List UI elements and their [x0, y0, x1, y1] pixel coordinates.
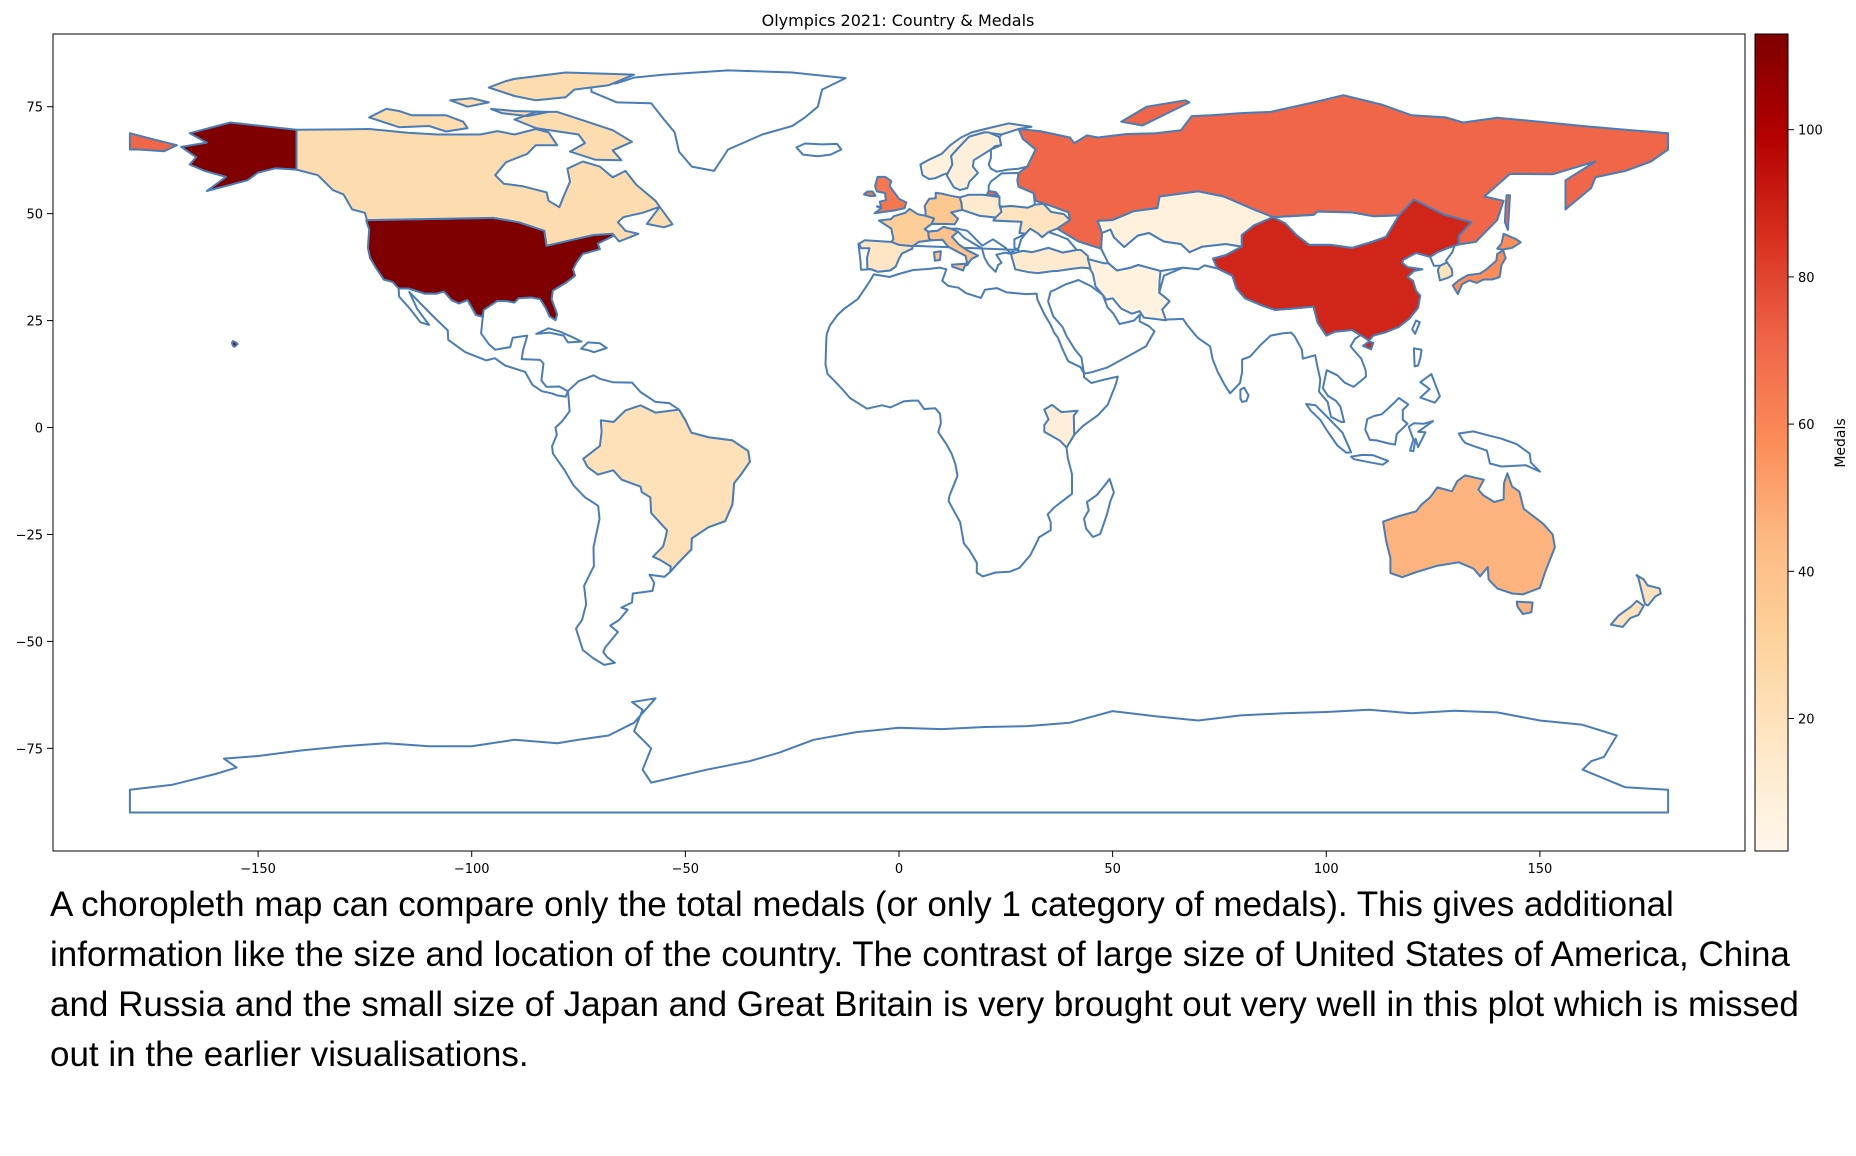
landmass-outline: [1412, 347, 1423, 368]
country-china: [1212, 198, 1473, 351]
country-south-korea: [1436, 261, 1454, 282]
x-tick-label: 100: [1314, 862, 1339, 877]
country-sweden: [945, 131, 1003, 192]
map-title: Olympics 2021: Country & Medals: [762, 11, 1035, 30]
colorbar-tick-label: 60: [1798, 418, 1815, 433]
colorbar-tick-label: 20: [1798, 713, 1815, 728]
landmass-outline: [1407, 420, 1435, 453]
x-tick-label: 150: [1527, 862, 1552, 877]
landmass-outline: [580, 341, 608, 354]
landmass-outline: [1364, 397, 1410, 446]
y-tick-label: 75: [26, 101, 43, 116]
country-layer: [128, 69, 1670, 814]
y-tick-label: −75: [16, 742, 43, 757]
y-tick-label: −50: [16, 635, 43, 650]
country-united-kingdom: [863, 175, 908, 215]
y-tick-label: 0: [35, 422, 43, 437]
country-poland: [958, 193, 1003, 219]
x-tick-label: −150: [240, 862, 276, 877]
country-canada: [295, 71, 674, 247]
country-new-zealand: [1609, 574, 1662, 628]
country-spain: [858, 239, 914, 273]
country-kazakhstan: [1096, 190, 1274, 254]
country-iran: [1086, 258, 1171, 322]
landmass-outline: [1419, 373, 1441, 404]
country-australia: [1382, 472, 1556, 615]
x-tick-label: −100: [454, 862, 490, 877]
y-tick-label: 25: [26, 315, 43, 330]
landmass-outline: [1047, 279, 1156, 375]
country-kenya: [1043, 403, 1079, 449]
landmass-outline: [535, 327, 583, 344]
x-tick-label: 50: [1104, 862, 1121, 877]
colorbar-ramp: [1754, 33, 1789, 852]
landmass-outline: [590, 69, 847, 172]
country-russia: [128, 94, 1670, 250]
plot-area: −150 −100 −50 0 50 100 150 75 50 25 0 −25 −50 −75: [16, 33, 1746, 877]
colorbar: 20 40 60 80 100 Medals: [1754, 33, 1849, 852]
country-brazil: [582, 404, 751, 574]
caption-text: A choropleth map can compare only the to…: [50, 885, 1799, 1074]
country-turkey: [1009, 246, 1092, 275]
landmass-outline: [795, 142, 843, 158]
landmass-outline: [1411, 319, 1421, 335]
colorbar-ticks: 20 40 60 80 100: [1788, 124, 1823, 728]
colorbar-tick-label: 40: [1798, 565, 1815, 580]
colorbar-tick-label: 100: [1798, 124, 1823, 139]
landmass-outline: [128, 697, 1670, 814]
landmass-outline: [1305, 403, 1353, 454]
country-ukraine: [992, 202, 1071, 239]
choropleth-figure: Olympics 2021: Country & Medals −150 −100…: [16, 11, 1849, 877]
landmass-outline: [1083, 477, 1115, 538]
landmass-outline: [1239, 386, 1250, 403]
country-japan: [1451, 232, 1522, 296]
landmass-outline: [1350, 453, 1390, 466]
y-tick-label: −25: [16, 528, 43, 543]
colorbar-tick-label: 80: [1798, 271, 1815, 286]
x-tick-label: 0: [895, 862, 903, 877]
country-italy: [927, 225, 979, 272]
y-tick-label: 50: [26, 208, 43, 223]
x-axis: −150 −100 −50 0 50 100 150: [240, 851, 1552, 877]
landmass-outline: [1457, 430, 1541, 473]
colorbar-label: Medals: [1833, 418, 1849, 467]
x-tick-label: −50: [672, 862, 699, 877]
y-axis: 75 50 25 0 −25 −50 −75: [16, 101, 53, 757]
